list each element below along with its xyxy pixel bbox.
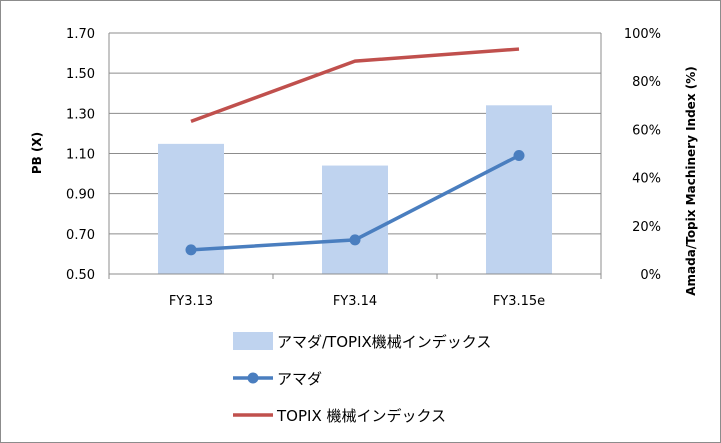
y-left-tick-label: 1.30 — [66, 107, 95, 122]
tick-labels: 0.50 0.70 0.90 1.10 1.30 1.50 1.70 0% 20% 40% 60% 8… — [66, 27, 661, 309]
y-axis-left-title: PB (X) — [30, 132, 44, 174]
y-left-tick-label: 0.90 — [66, 188, 95, 203]
y-left-tick-label: 0.70 — [66, 228, 95, 243]
y-right-tick-label: 60% — [632, 123, 661, 138]
legend-label: アマダ — [277, 370, 322, 388]
legend-swatch-bar — [233, 332, 273, 350]
y-right-tick-label: 0% — [640, 268, 661, 283]
y-left-tick-label: 1.50 — [66, 67, 95, 82]
bar — [322, 165, 388, 274]
legend-swatch-marker — [247, 372, 259, 384]
x-tick-label: FY3.15e — [493, 294, 545, 309]
line-marker — [349, 234, 361, 246]
line-marker — [185, 244, 197, 256]
y-right-tick-label: 100% — [624, 27, 661, 42]
line-series — [185, 47, 525, 256]
axes — [108, 33, 602, 279]
y-left-tick-label: 1.10 — [66, 148, 95, 163]
bar-series — [158, 105, 552, 274]
legend-label: TOPIX 機械インデックス — [276, 407, 446, 425]
y-left-tick-label: 1.70 — [66, 27, 95, 42]
y-right-tick-label: 40% — [632, 172, 661, 187]
bar — [486, 105, 552, 274]
y-right-tick-label: 20% — [632, 220, 661, 235]
x-tick-label: FY3.14 — [333, 294, 377, 309]
legend-label: アマダ/TOPIX機械インデックス — [277, 333, 491, 351]
y-right-tick-label: 80% — [632, 75, 661, 90]
x-tick-label: FY3.13 — [169, 294, 213, 309]
y-axis-right-title: Amada/Topix Machinery Index (%) — [684, 66, 698, 295]
y-left-tick-label: 0.50 — [66, 268, 95, 283]
line-marker — [513, 150, 525, 162]
series-line — [190, 47, 520, 124]
